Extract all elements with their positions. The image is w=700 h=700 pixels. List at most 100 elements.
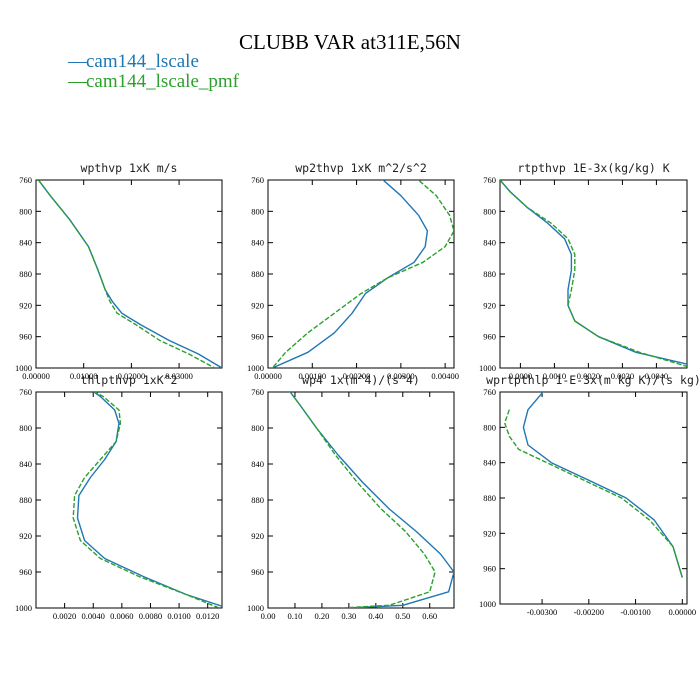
legend-line-icon: —	[68, 71, 87, 92]
y-tick-label: 800	[251, 206, 264, 216]
y-tick-label: 840	[483, 238, 496, 248]
plot-frame	[267, 179, 455, 369]
x-tick-label: 0.40	[368, 611, 383, 621]
legend-label: cam144_lscale_pmf	[86, 71, 240, 92]
legend-line-icon: —	[68, 51, 87, 72]
y-tick-label: 880	[251, 495, 264, 505]
legend-entry-lscale-pmf: —cam144_lscale_pmf	[68, 71, 239, 93]
y-tick-label: 800	[19, 206, 32, 216]
series-line-lscale-pmf	[271, 180, 454, 368]
x-tick-label: 0.50	[395, 611, 410, 621]
y-tick-label: 760	[483, 175, 496, 185]
x-tick-label: 0.60	[422, 611, 437, 621]
x-tick-label: 0.20	[314, 611, 329, 621]
y-tick-label: 920	[19, 300, 32, 310]
y-tick-label: 960	[483, 564, 496, 574]
x-tick-label: -0.00300	[527, 607, 557, 617]
y-tick-label: 920	[483, 528, 496, 538]
legend-label: cam144_lscale	[86, 51, 199, 72]
x-tick-label: 0.00000	[22, 371, 50, 381]
panel-title: wp4 1x(m^4)/(s^4)	[302, 373, 420, 387]
x-tick-label: 0.0040	[82, 611, 105, 621]
figure-title: CLUBB VAR at311E,56N	[239, 30, 461, 54]
x-tick-label: 0.0120	[196, 611, 219, 621]
panel-6: wprtpthlp 1-E-3x(m kg K)/(s kg)760 800 840…	[479, 373, 700, 617]
y-tick-label: 760	[251, 175, 264, 185]
x-tick-label: 0.00100	[298, 371, 326, 381]
x-tick-label: 0.0100	[167, 611, 190, 621]
series-line-lscale-pmf	[500, 180, 687, 368]
y-tick-label: 880	[19, 269, 32, 279]
panel-title: wp2thvp 1xK m^2/s^2	[295, 161, 427, 175]
y-tick-label: 1000	[479, 363, 496, 373]
y-tick-label: 1000	[15, 603, 32, 613]
panel-2: wp2thvp 1xK m^2/s^2 760 800 840 880 920 960 100…	[247, 161, 459, 381]
x-tick-label: 0.00300	[387, 371, 415, 381]
series-line-lscale	[289, 392, 454, 608]
x-tick-label: 0.0080	[139, 611, 162, 621]
x-tick-label: 0.0020	[577, 371, 600, 381]
x-tick-label: 0.0010	[543, 371, 566, 381]
y-tick-label: 800	[19, 423, 32, 433]
x-tick-label: -0.00200	[574, 607, 604, 617]
y-tick-label: 960	[251, 332, 264, 342]
y-tick-label: 1000	[247, 603, 264, 613]
x-tick-label: 0.0030	[611, 371, 634, 381]
y-tick-label: 800	[483, 422, 496, 432]
y-tick-label: 920	[251, 300, 264, 310]
panel-4: thlpthvp 1xK^2 760 800 840 880 920 960 1000 0.00…	[15, 373, 223, 621]
y-tick-label: 800	[483, 206, 496, 216]
y-tick-label: 960	[19, 567, 32, 577]
series-line-lscale-pmf	[37, 180, 216, 368]
y-tick-label: 960	[483, 332, 496, 342]
y-tick-label: 920	[19, 531, 32, 541]
series-line-lscale	[272, 180, 429, 368]
legend-entry-lscale: —cam144_lscale	[68, 51, 199, 73]
y-tick-label: 840	[19, 459, 32, 469]
panel-3: rtpthvp 1E-3x(kg/kg) K 760 800 840 880 920 960…	[479, 161, 688, 381]
panel-title: wpthvp 1xK m/s	[81, 161, 178, 175]
y-tick-label: 920	[483, 300, 496, 310]
y-tick-label: 840	[483, 458, 496, 468]
plot-frame	[499, 391, 688, 605]
plot-frame	[267, 391, 455, 609]
y-tick-label: 880	[251, 269, 264, 279]
x-tick-label: 0.00000	[669, 607, 697, 617]
x-tick-label: -0.00100	[620, 607, 650, 617]
x-tick-label: 0.0040	[645, 371, 668, 381]
y-tick-label: 920	[251, 531, 264, 541]
series-line-lscale-pmf	[72, 392, 220, 608]
x-tick-label: 0.10	[288, 611, 303, 621]
x-tick-label: 0.00000	[254, 371, 282, 381]
y-tick-label: 760	[19, 175, 32, 185]
y-tick-label: 760	[19, 387, 32, 397]
y-tick-label: 960	[251, 567, 264, 577]
series-line-lscale	[522, 392, 683, 578]
y-tick-label: 760	[251, 387, 264, 397]
x-tick-label: 0.03000	[165, 371, 193, 381]
panel-title: wprtpthlp 1-E-3x(m kg K)/(s kg)	[486, 373, 700, 387]
y-tick-label: 880	[483, 493, 496, 503]
x-tick-label: 0.00400	[431, 371, 459, 381]
y-tick-label: 1000	[247, 363, 264, 373]
y-tick-label: 840	[19, 238, 32, 248]
panel-title: thlpthvp 1xK^2	[81, 373, 178, 387]
y-tick-label: 880	[19, 495, 32, 505]
panel-5: wp4 1x(m^4)/(s^4)76080084088092096010000…	[247, 373, 455, 621]
x-tick-label: 0.30	[341, 611, 356, 621]
y-tick-label: 1000	[15, 363, 32, 373]
series-line-lscale	[37, 180, 222, 368]
y-tick-label: 880	[483, 269, 496, 279]
series-line-lscale	[76, 392, 222, 607]
y-tick-label: 800	[251, 423, 264, 433]
x-tick-label: 0.02000	[118, 371, 146, 381]
x-tick-label: 0.0020	[53, 611, 76, 621]
x-tick-label: 0.00	[261, 611, 276, 621]
y-tick-label: 960	[19, 332, 32, 342]
series-line-lscale-pmf	[289, 392, 436, 608]
x-tick-label: 0.0000	[509, 371, 532, 381]
y-tick-label: 840	[251, 459, 264, 469]
y-tick-label: 760	[483, 387, 496, 397]
x-tick-label: 0.00200	[343, 371, 371, 381]
plot-frame	[35, 179, 223, 369]
